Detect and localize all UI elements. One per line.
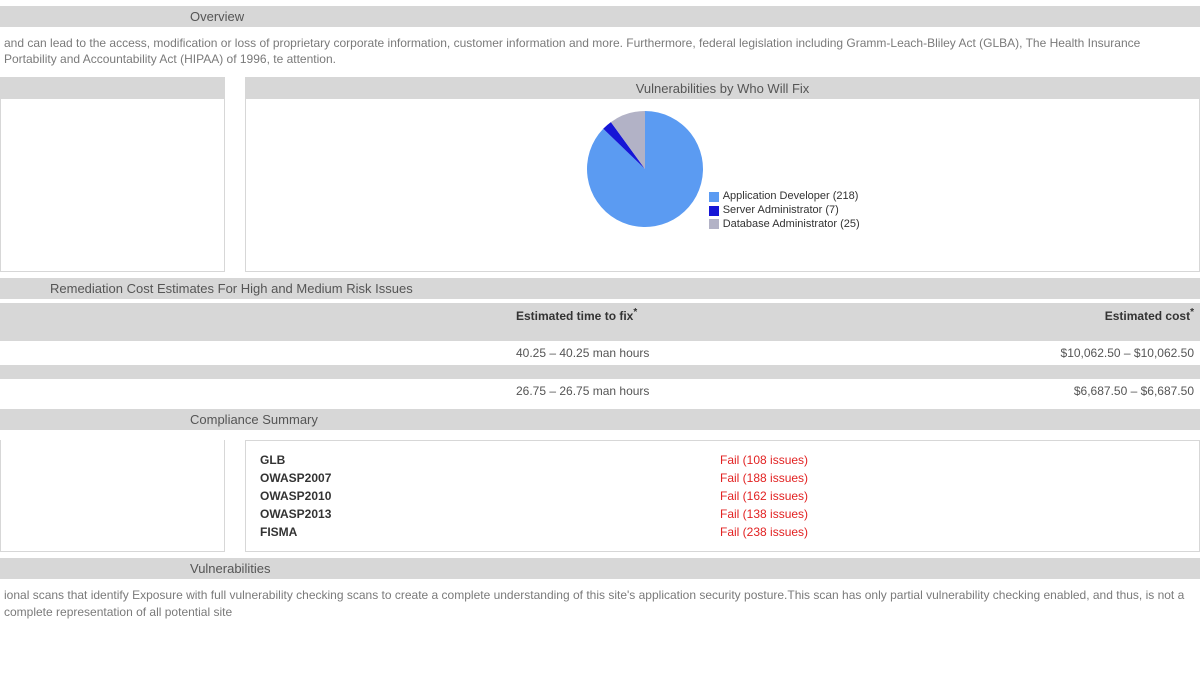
rem-col-empty bbox=[0, 303, 510, 327]
table-cell-empty bbox=[0, 379, 510, 403]
overview-header: Overview bbox=[0, 6, 1200, 27]
vuln-chart-title: Vulnerabilities by Who Will Fix bbox=[246, 78, 1199, 99]
compliance-item: OWASP2010Fail (162 issues) bbox=[260, 487, 1185, 505]
compliance-status: Fail (188 issues) bbox=[720, 471, 808, 485]
asterisk-icon: * bbox=[1190, 307, 1194, 318]
table-row: 26.75 – 26.75 man hours$6,687.50 – $6,68… bbox=[0, 379, 1200, 403]
compliance-status: Fail (238 issues) bbox=[720, 525, 808, 539]
table-cell-time: 26.75 – 26.75 man hours bbox=[510, 379, 855, 403]
compliance-left-placeholder bbox=[0, 440, 225, 552]
compliance-status: Fail (162 issues) bbox=[720, 489, 808, 503]
table-cell-empty bbox=[0, 341, 510, 365]
rem-col-cost: Estimated cost* bbox=[855, 303, 1200, 327]
overview-text: and can lead to the access, modification… bbox=[0, 27, 1200, 71]
legend-label: Server Administrator (7) bbox=[723, 204, 839, 218]
rem-col-time-label: Estimated time to fix bbox=[516, 309, 633, 323]
legend-item: Application Developer (218) bbox=[709, 190, 860, 204]
legend-item: Server Administrator (7) bbox=[709, 204, 860, 218]
vulnerabilities-header: Vulnerabilities bbox=[0, 558, 1200, 579]
compliance-name: GLB bbox=[260, 453, 720, 467]
table-cell-time: 40.25 – 40.25 man hours bbox=[510, 341, 855, 365]
legend-label: Application Developer (218) bbox=[723, 190, 859, 204]
compliance-name: OWASP2010 bbox=[260, 489, 720, 503]
compliance-name: FISMA bbox=[260, 525, 720, 539]
table-spacer-row bbox=[0, 327, 1200, 341]
pie-legend: Application Developer (218)Server Admini… bbox=[709, 190, 860, 231]
rem-col-cost-label: Estimated cost bbox=[1105, 309, 1190, 323]
vulnerabilities-text: ional scans that identify Exposure with … bbox=[0, 579, 1200, 623]
compliance-name: OWASP2007 bbox=[260, 471, 720, 485]
legend-swatch bbox=[709, 219, 719, 229]
remediation-header: Remediation Cost Estimates For High and … bbox=[0, 278, 1200, 299]
pie-chart-container: Application Developer (218)Server Admini… bbox=[246, 99, 1199, 238]
vuln-chart-panel: Vulnerabilities by Who Will Fix Applicat… bbox=[245, 77, 1200, 272]
legend-label: Database Administrator (25) bbox=[723, 218, 860, 232]
compliance-item: GLBFail (108 issues) bbox=[260, 451, 1185, 469]
legend-swatch bbox=[709, 206, 719, 216]
chart-row: Vulnerabilities by Who Will Fix Applicat… bbox=[0, 77, 1200, 272]
compliance-row: GLBFail (108 issues)OWASP2007Fail (188 i… bbox=[0, 440, 1200, 552]
compliance-status: Fail (108 issues) bbox=[720, 453, 808, 467]
left-placeholder-header bbox=[1, 77, 224, 99]
legend-swatch bbox=[709, 192, 719, 202]
compliance-name: OWASP2013 bbox=[260, 507, 720, 521]
table-cell-cost: $6,687.50 – $6,687.50 bbox=[855, 379, 1200, 403]
compliance-list: GLBFail (108 issues)OWASP2007Fail (188 i… bbox=[245, 440, 1200, 552]
compliance-item: FISMAFail (238 issues) bbox=[260, 523, 1185, 541]
compliance-header: Compliance Summary bbox=[0, 409, 1200, 430]
remediation-table: Estimated time to fix* Estimated cost* 4… bbox=[0, 303, 1200, 403]
compliance-status: Fail (138 issues) bbox=[720, 507, 808, 521]
pie-chart bbox=[585, 109, 705, 229]
asterisk-icon: * bbox=[633, 307, 637, 318]
table-cell-cost: $10,062.50 – $10,062.50 bbox=[855, 341, 1200, 365]
compliance-item: OWASP2013Fail (138 issues) bbox=[260, 505, 1185, 523]
rem-col-time: Estimated time to fix* bbox=[510, 303, 855, 327]
left-placeholder-panel bbox=[0, 77, 225, 272]
table-row: 40.25 – 40.25 man hours$10,062.50 – $10,… bbox=[0, 341, 1200, 365]
compliance-item: OWASP2007Fail (188 issues) bbox=[260, 469, 1185, 487]
table-spacer-row bbox=[0, 365, 1200, 379]
legend-item: Database Administrator (25) bbox=[709, 218, 860, 232]
